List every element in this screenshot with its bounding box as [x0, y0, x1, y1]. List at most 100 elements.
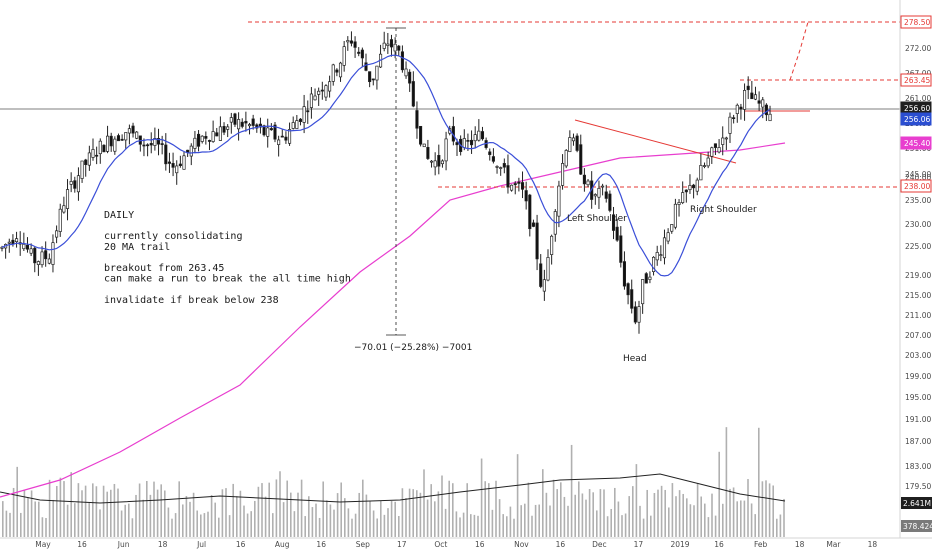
candle-body — [761, 99, 765, 108]
candle-body — [258, 123, 262, 128]
volume-bar — [329, 504, 332, 537]
volume-bar — [700, 496, 702, 537]
candle-body — [106, 135, 110, 152]
volume-bar — [650, 515, 652, 537]
candle-body — [353, 41, 357, 48]
candle-body — [440, 160, 444, 165]
candle-body — [524, 190, 528, 202]
candle-body — [335, 69, 339, 73]
volume-bar — [92, 483, 94, 537]
volume-bar — [578, 481, 580, 537]
candle-body — [40, 251, 44, 266]
candle-body — [251, 118, 255, 126]
volume-bar — [776, 518, 778, 537]
candle-body — [681, 192, 685, 204]
y-tick-label: 219.00 — [905, 271, 931, 280]
candle-body — [389, 39, 394, 48]
candle-body — [491, 156, 495, 162]
candle-body — [488, 151, 492, 155]
volume-bar — [254, 500, 256, 537]
volume-bar — [617, 501, 620, 537]
volume-bar — [603, 489, 605, 537]
candle-body — [306, 110, 310, 113]
candle-body — [295, 120, 299, 129]
x-tick-label: 2019 — [670, 540, 689, 549]
y-tick-label: 211.00 — [905, 311, 931, 320]
volume-bar — [534, 504, 537, 537]
candle-body — [167, 161, 171, 164]
price-badge-label: 278.50 — [904, 18, 930, 27]
candle-body — [47, 258, 51, 264]
y-tick-label: 215.00 — [905, 291, 931, 300]
notes-line: DAILY — [104, 210, 134, 221]
candle-body — [513, 183, 517, 186]
volume-bar — [102, 485, 105, 537]
volume-bar — [290, 492, 292, 537]
volume-bar — [9, 512, 11, 537]
price-badge-label: 263.45 — [904, 76, 930, 85]
level-lines — [0, 21, 900, 336]
x-tick-label: 18 — [868, 540, 878, 549]
candle-body — [597, 187, 601, 198]
volume-bar — [754, 514, 756, 537]
volume-bar — [783, 498, 785, 537]
ma20-line — [1, 54, 771, 277]
volume-bar — [286, 480, 288, 537]
candle-body — [466, 140, 470, 142]
candle-body — [586, 180, 590, 186]
price-badge-label: 256.60 — [904, 104, 930, 113]
volume-bar — [714, 515, 717, 537]
volume-bar — [232, 483, 234, 537]
volume-bar — [189, 501, 191, 537]
volume-bar — [531, 515, 533, 537]
price-badge — [900, 112, 932, 126]
volume-bar — [545, 492, 548, 537]
candle-body — [677, 202, 681, 205]
notes-line: breakout from 263.45 — [104, 263, 224, 274]
candle-body — [444, 138, 448, 162]
price-badge — [900, 136, 932, 150]
volume-bar — [380, 500, 382, 537]
volume-bar — [729, 488, 731, 537]
candle-body — [426, 147, 430, 159]
candle-body — [247, 124, 252, 127]
volume-bar — [581, 493, 584, 537]
candle-body — [531, 222, 535, 227]
candle-body — [702, 165, 707, 167]
volume-bar — [718, 451, 720, 537]
candle-body — [58, 208, 62, 232]
volume-bar — [725, 427, 728, 537]
volume-bar — [484, 481, 486, 537]
candle-body — [579, 144, 583, 175]
candle-body — [135, 131, 139, 139]
candle-body — [655, 252, 659, 261]
volume-bar — [243, 505, 245, 537]
volume-bar — [495, 480, 497, 537]
volume-bar — [383, 514, 386, 537]
volume-bar — [459, 517, 461, 537]
volume-bar — [498, 499, 501, 537]
y-tick-label: 203.00 — [905, 351, 931, 360]
neckline — [574, 119, 737, 164]
candle-body — [113, 138, 117, 152]
candle-body — [313, 95, 317, 101]
candle-body — [164, 144, 168, 165]
volume-bar — [567, 505, 569, 537]
candle-body — [670, 224, 674, 232]
volume-bar — [128, 503, 130, 537]
volume-bar — [110, 489, 112, 537]
candle-body — [710, 147, 714, 157]
candle-body — [342, 46, 346, 66]
volume-bar — [347, 508, 350, 537]
y-tick-label: 225.00 — [905, 242, 931, 251]
volume-badge — [901, 497, 932, 509]
x-tick-label: Dec — [592, 540, 607, 549]
y-tick-label: 207.00 — [905, 331, 931, 340]
candle-body — [695, 179, 699, 192]
candle-body — [215, 132, 219, 137]
x-tick-label: 16 — [77, 540, 87, 549]
candle-body — [200, 135, 204, 142]
x-tick-label: 16 — [236, 540, 246, 549]
volume-pane — [0, 427, 786, 537]
